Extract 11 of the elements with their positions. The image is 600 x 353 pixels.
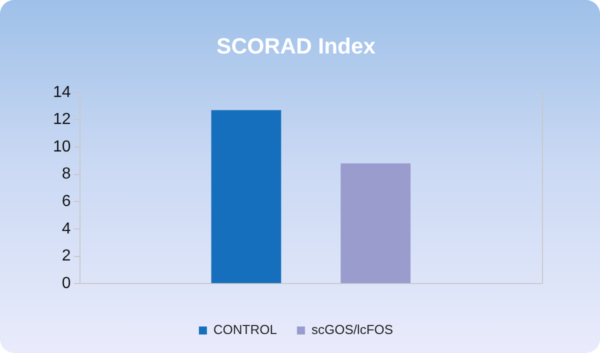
y-tick-label: 8 <box>62 166 71 183</box>
y-tick-label: 12 <box>53 111 71 128</box>
y-tick-label: 14 <box>53 84 71 101</box>
y-tick-label: 10 <box>53 138 71 156</box>
legend-label: CONTROL <box>213 322 277 338</box>
y-tick-label: 0 <box>62 275 71 292</box>
chart-title: SCORAD Index <box>216 33 376 58</box>
y-tick-label: 2 <box>62 248 71 265</box>
y-tick-label: 4 <box>62 220 71 238</box>
y-tick-label: 6 <box>62 193 71 210</box>
legend-label: scGOS/lcFOS <box>311 322 394 338</box>
